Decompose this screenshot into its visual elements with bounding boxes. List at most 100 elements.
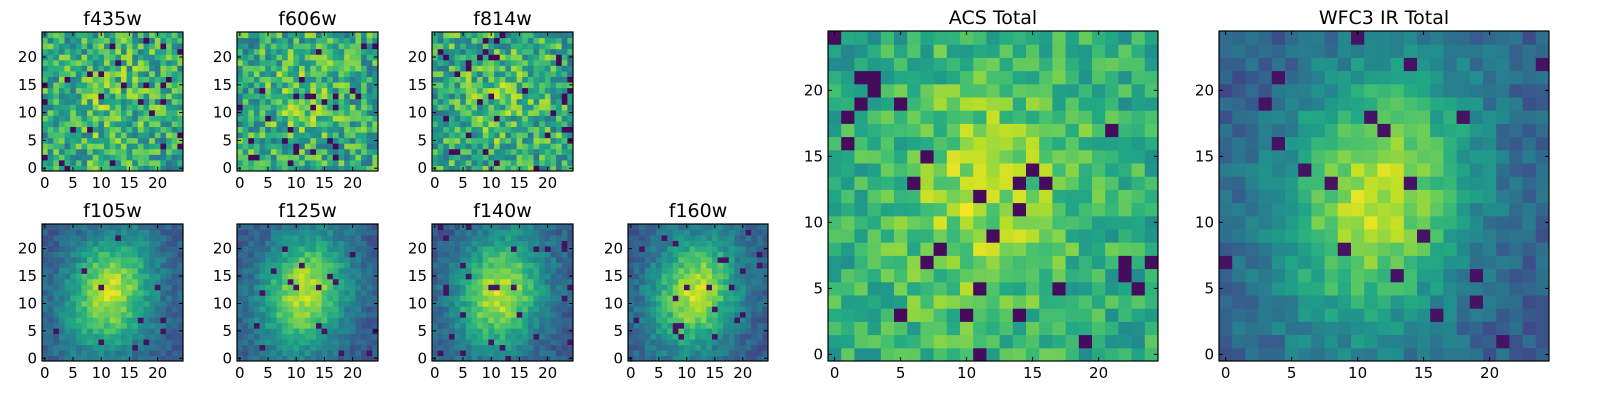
heatmap-cell — [455, 115, 461, 121]
heatmap-cell — [327, 82, 333, 88]
heatmap-cell — [477, 110, 483, 116]
heatmap-cell — [282, 224, 288, 230]
heatmap-cell — [316, 65, 322, 71]
heatmap-cell — [947, 163, 961, 177]
heatmap-cell — [98, 240, 104, 246]
heatmap-cell — [53, 160, 59, 166]
heatmap-cell — [276, 160, 282, 166]
heatmap-cell — [276, 71, 282, 77]
heatmap-cell — [260, 301, 266, 307]
heatmap-cell — [517, 154, 523, 160]
heatmap-cell — [662, 235, 668, 241]
heatmap-cell — [881, 229, 895, 243]
heatmap-cell — [93, 229, 99, 235]
heatmap-cell — [260, 290, 266, 296]
heatmap-cell — [316, 149, 322, 155]
heatmap-cell — [639, 295, 645, 301]
heatmap-cell — [539, 339, 545, 345]
heatmap-cell — [265, 43, 271, 49]
heatmap-cell — [828, 269, 842, 283]
heatmap-cell — [155, 317, 161, 323]
heatmap-cell — [93, 121, 99, 127]
heatmap-cell — [327, 60, 333, 66]
heatmap-cell — [367, 339, 373, 345]
heatmap-cell — [344, 312, 350, 318]
heatmap-cell — [511, 110, 517, 116]
heatmap-cell — [248, 345, 254, 351]
heatmap-cell — [361, 110, 367, 116]
heatmap-cell — [684, 257, 690, 263]
heatmap-cell — [639, 328, 645, 334]
heatmap-cell — [310, 149, 316, 155]
heatmap-cell — [160, 224, 166, 230]
heatmap-cell — [854, 176, 868, 190]
heatmap-cell — [460, 76, 466, 82]
heatmap-cell — [505, 240, 511, 246]
heatmap-cell — [115, 110, 121, 116]
heatmap-cell — [121, 334, 127, 340]
heatmap-cell — [59, 127, 65, 133]
heatmap-cell — [361, 224, 367, 230]
heatmap-cell — [881, 335, 895, 349]
heatmap-cell — [650, 312, 656, 318]
heatmap-cell — [81, 99, 87, 105]
heatmap-cell — [355, 323, 361, 329]
heatmap-cell — [260, 93, 266, 99]
heatmap-cell — [305, 251, 311, 257]
heatmap-cell — [367, 149, 373, 155]
heatmap-cell — [93, 104, 99, 110]
heatmap-cell — [243, 323, 249, 329]
heatmap-cell — [127, 334, 133, 340]
heatmap-cell — [65, 88, 71, 94]
heatmap-cell — [160, 251, 166, 257]
heatmap-cell — [350, 273, 356, 279]
heatmap-cell — [166, 43, 172, 49]
heatmap-cell — [645, 251, 651, 257]
heatmap-cell — [1052, 176, 1066, 190]
heatmap-cell — [556, 306, 562, 312]
heatmap-cell — [920, 242, 934, 256]
heatmap-cell — [65, 127, 71, 133]
heatmap-cell — [690, 339, 696, 345]
heatmap-cell — [276, 334, 282, 340]
heatmap-cell — [322, 60, 328, 66]
heatmap-cell — [42, 143, 48, 149]
heatmap-cell — [522, 262, 528, 268]
heatmap-cell — [488, 290, 494, 296]
heatmap-cell — [333, 345, 339, 351]
heatmap-cell — [729, 284, 735, 290]
heatmap-cell — [350, 350, 356, 356]
heatmap-cell — [121, 312, 127, 318]
heatmap-cell — [517, 229, 523, 235]
heatmap-cell — [477, 138, 483, 144]
heatmap-cell — [299, 143, 305, 149]
heatmap-cell — [155, 110, 161, 116]
heatmap-cell — [254, 121, 260, 127]
heatmap-cell — [87, 240, 93, 246]
heatmap-cell — [1000, 348, 1014, 362]
heatmap-cell — [310, 127, 316, 133]
heatmap-cell — [81, 257, 87, 263]
heatmap-cell — [488, 268, 494, 274]
heatmap-cell — [132, 160, 138, 166]
heatmap-cell — [443, 104, 449, 110]
heatmap-cell — [288, 121, 294, 127]
heatmap-cell — [132, 284, 138, 290]
heatmap-cell — [841, 163, 855, 177]
heatmap-cell — [299, 49, 305, 55]
heatmap-cell — [650, 229, 656, 235]
heatmap-cell — [494, 350, 500, 356]
heatmap-cell — [172, 262, 178, 268]
heatmap-cell — [293, 350, 299, 356]
heatmap-cell — [322, 284, 328, 290]
heatmap-cell — [723, 334, 729, 340]
heatmap-cell — [367, 138, 373, 144]
y-tick-label: 0 — [27, 349, 37, 367]
heatmap-cell — [276, 317, 282, 323]
heatmap-cell — [160, 229, 166, 235]
heatmap-cell — [76, 121, 82, 127]
heatmap-cell — [656, 350, 662, 356]
heatmap-cell — [432, 76, 438, 82]
heatmap-cell — [1092, 216, 1106, 230]
heatmap-cell — [907, 255, 921, 269]
